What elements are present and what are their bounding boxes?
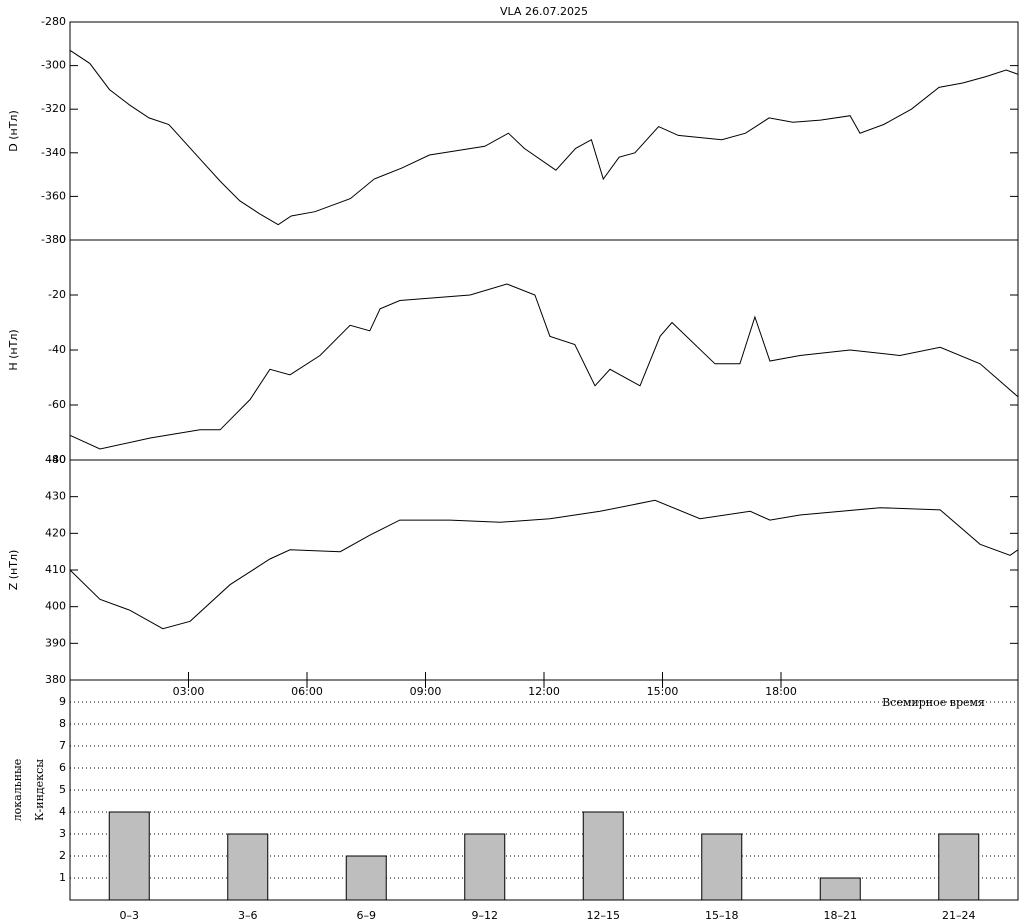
y-tick-label: 1 bbox=[59, 871, 66, 884]
y-tick-label: 4 bbox=[59, 805, 66, 818]
data-line bbox=[69, 283, 1019, 450]
panel-frame bbox=[69, 21, 1019, 241]
data-line bbox=[69, 49, 1019, 226]
panel-frame bbox=[69, 679, 1019, 901]
bar bbox=[345, 855, 387, 901]
x-tick-label: 18:00 bbox=[765, 685, 797, 698]
y-axis-label: H (нТл) bbox=[7, 329, 20, 370]
x-tick-label: 21–24 bbox=[942, 909, 976, 921]
bar bbox=[701, 833, 743, 901]
y-axis-label: локальные bbox=[11, 759, 24, 822]
y-tick-label: 430 bbox=[45, 490, 66, 503]
y-tick-label: 8 bbox=[59, 717, 66, 730]
y-tick-label: 420 bbox=[45, 526, 66, 539]
x-tick-label: 03:00 bbox=[173, 685, 205, 698]
y-tick-label: -20 bbox=[48, 288, 66, 301]
y-tick-label: 0 bbox=[59, 233, 66, 246]
bar bbox=[819, 877, 861, 901]
y-axis-label: Z (нТл) bbox=[7, 550, 20, 591]
bar bbox=[938, 833, 980, 901]
y-tick-label: 2 bbox=[59, 849, 66, 862]
panel-frame bbox=[69, 459, 1019, 681]
annotation: Всемирное время bbox=[882, 696, 985, 709]
y-tick-label: 7 bbox=[59, 739, 66, 752]
y-tick-label: -380 bbox=[41, 233, 66, 246]
y-tick-label: -340 bbox=[41, 146, 66, 159]
data-line bbox=[69, 499, 1019, 630]
y-axis-label: D (нТл) bbox=[7, 110, 20, 152]
y-tick-label: -360 bbox=[41, 189, 66, 202]
x-tick-label: 09:00 bbox=[410, 685, 442, 698]
y-tick-label: 3 bbox=[59, 827, 66, 840]
y-tick-label: 440 bbox=[45, 453, 66, 466]
x-tick-label: 6–9 bbox=[357, 909, 377, 921]
y-tick-label: -60 bbox=[48, 398, 66, 411]
y-tick-label: 400 bbox=[45, 600, 66, 613]
x-tick-label: 06:00 bbox=[291, 685, 323, 698]
x-tick-label: 15–18 bbox=[705, 909, 739, 921]
y-tick-label: 5 bbox=[59, 783, 66, 796]
y-axis-label: К-индексы bbox=[33, 759, 46, 821]
y-tick-label: -80 bbox=[48, 453, 66, 466]
x-tick-label: 18–21 bbox=[824, 909, 858, 921]
x-tick-label: 12:00 bbox=[528, 685, 560, 698]
panel-frame bbox=[69, 239, 1019, 461]
x-tick-label: 3–6 bbox=[238, 909, 258, 921]
bar bbox=[582, 811, 624, 901]
y-tick-label: -300 bbox=[41, 59, 66, 72]
y-tick-label: -280 bbox=[41, 15, 66, 28]
y-tick-label: 9 bbox=[59, 695, 66, 708]
x-tick-label: 9–12 bbox=[472, 909, 499, 921]
y-tick-label: 6 bbox=[59, 761, 66, 774]
y-tick-label: -40 bbox=[48, 343, 66, 356]
y-tick-label: 410 bbox=[45, 563, 66, 576]
y-tick-label: 380 bbox=[45, 673, 66, 686]
x-tick-label: 12–15 bbox=[587, 909, 621, 921]
y-tick-label: 390 bbox=[45, 636, 66, 649]
bar bbox=[108, 811, 150, 901]
y-tick-label: -320 bbox=[41, 102, 66, 115]
x-tick-label: 0–3 bbox=[120, 909, 140, 921]
x-tick-label: 15:00 bbox=[647, 685, 679, 698]
bar bbox=[464, 833, 506, 901]
bar bbox=[227, 833, 269, 901]
chart-title: VLA 26.07.2025 bbox=[500, 5, 588, 18]
